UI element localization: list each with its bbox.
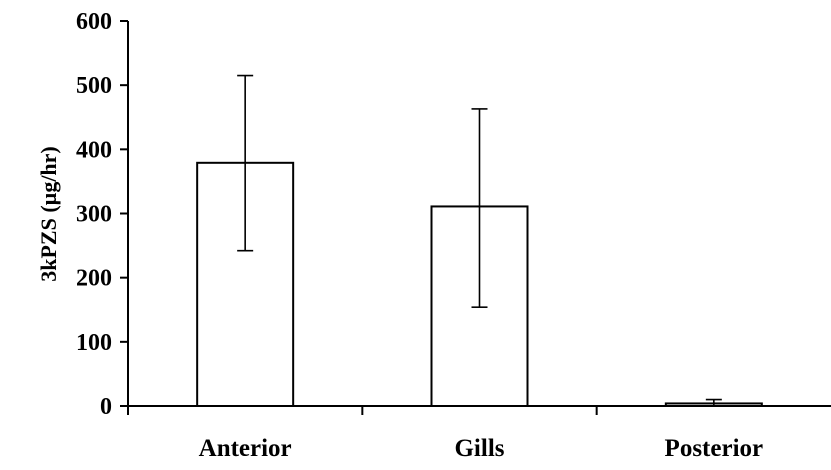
y-tick-label-500: 500 <box>76 73 112 99</box>
category-label-posterior: Posterior <box>665 435 764 462</box>
x-axis <box>127 405 831 415</box>
y-tick-label-300: 300 <box>76 202 112 228</box>
category-label-anterior: Anterior <box>199 435 292 462</box>
y-axis-title: 3kPZS (µg/hr) <box>36 146 61 282</box>
y-tick-label-100: 100 <box>76 330 112 356</box>
error-bars <box>237 74 722 407</box>
y-axis: 0 100 200 300 400 500 600 <box>76 9 129 420</box>
category-label-gills: Gills <box>454 435 504 462</box>
y-tick-label-200: 200 <box>76 266 112 292</box>
category-labels: Anterior Gills Posterior <box>199 435 763 462</box>
y-tick-label-400: 400 <box>76 137 112 163</box>
y-tick-label-0: 0 <box>100 394 112 420</box>
y-tick-label-600: 600 <box>76 9 112 35</box>
